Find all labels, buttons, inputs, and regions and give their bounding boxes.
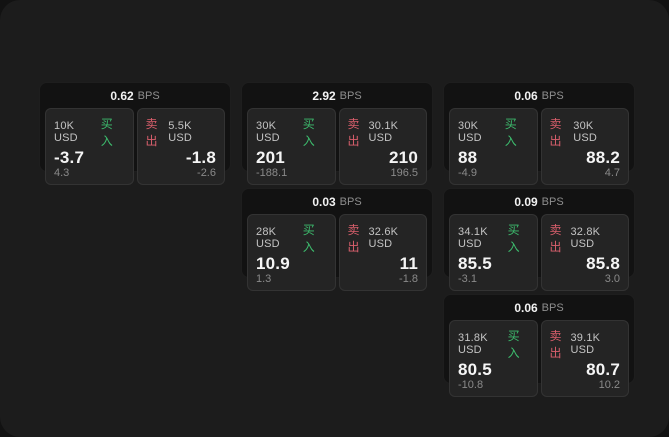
sell-notional: 32.8K USD	[570, 226, 601, 250]
buy-side-label: 买入	[507, 223, 520, 254]
sell-tile[interactable]: 卖出 39.1K USD 80.7 10.2	[540, 320, 629, 397]
buy-side-label: 买入	[302, 117, 315, 148]
buy-notional: 31.8K USD	[458, 332, 488, 356]
spread-header: 0.62 BPS	[40, 83, 230, 108]
sell-notional: 32.6K USD	[368, 226, 399, 250]
sell-side-label: 卖出	[145, 117, 158, 148]
buy-skew: 1.3	[256, 273, 272, 285]
buy-skew: -3.1	[458, 273, 477, 285]
bps-unit-label: BPS	[137, 89, 160, 102]
sell-skew: 196.5	[390, 167, 418, 179]
spread-header: 2.92 BPS	[242, 83, 432, 108]
bps-unit-label: BPS	[339, 89, 362, 102]
buy-price: 10.9	[256, 254, 290, 273]
sell-skew: -1.8	[399, 273, 418, 285]
sell-price: 85.8	[586, 254, 620, 273]
buy-tile[interactable]: 34.1K USD 买入 85.5 -3.1	[449, 214, 538, 291]
bps-unit-label: BPS	[541, 195, 564, 208]
buy-notional: 28K USD	[256, 226, 280, 250]
sell-tile[interactable]: 卖出 30K USD 88.2 4.7	[540, 108, 629, 185]
buy-price: 85.5	[458, 254, 492, 273]
buy-side-label: 买入	[507, 329, 520, 360]
buy-tile[interactable]: 28K USD 买入 10.9 1.3	[247, 214, 336, 291]
quote-card: 0.09 BPS 34.1K USD 买入 85.5 -3.1 卖出 32.8K…	[443, 188, 635, 291]
buy-skew: -188.1	[256, 167, 288, 179]
sell-notional: 39.1K USD	[570, 332, 601, 356]
quote-card: 0.06 BPS 31.8K USD 买入 80.5 -10.8 卖出 39.1…	[443, 294, 635, 397]
bps-unit-label: BPS	[541, 301, 564, 314]
buy-side-label: 买入	[504, 117, 517, 148]
sell-side-label: 卖出	[549, 329, 562, 360]
spread-value: 0.06	[514, 88, 538, 103]
quote-card: 0.03 BPS 28K USD 买入 10.9 1.3 卖出 32.6K US…	[241, 188, 433, 291]
buy-tile[interactable]: 10K USD 买入 -3.7 4.3	[45, 108, 134, 185]
sell-price: -1.8	[185, 148, 216, 167]
bps-unit-label: BPS	[339, 195, 362, 208]
sell-side-label: 卖出	[549, 223, 562, 254]
buy-tile[interactable]: 30K USD 买入 88 -4.9	[449, 108, 538, 185]
quote-card: 0.62 BPS 10K USD 买入 -3.7 4.3 卖出 5.5K USD…	[39, 82, 231, 185]
sell-price: 80.7	[586, 360, 620, 379]
sell-side-label: 卖出	[549, 117, 562, 148]
spread-header: 0.06 BPS	[444, 295, 634, 320]
spread-value: 0.09	[514, 194, 538, 209]
spread-header: 0.09 BPS	[444, 189, 634, 214]
sell-notional: 30K USD	[573, 120, 598, 144]
sell-notional: 5.5K USD	[168, 120, 193, 144]
sell-tile[interactable]: 卖出 32.6K USD 11 -1.8	[338, 214, 427, 291]
spread-value: 0.03	[312, 194, 336, 209]
buy-price: 88	[458, 148, 478, 167]
buy-notional: 10K USD	[54, 120, 78, 144]
sell-skew: 3.0	[604, 273, 620, 285]
buy-notional: 30K USD	[256, 120, 280, 144]
buy-price: 201	[256, 148, 285, 167]
buy-skew: -4.9	[458, 167, 477, 179]
spread-value: 2.92	[312, 88, 336, 103]
spread-header: 0.06 BPS	[444, 83, 634, 108]
bps-unit-label: BPS	[541, 89, 564, 102]
sell-skew: 4.7	[604, 167, 620, 179]
buy-price: 80.5	[458, 360, 492, 379]
sell-tile[interactable]: 卖出 32.8K USD 85.8 3.0	[540, 214, 629, 291]
spread-value: 0.62	[110, 88, 134, 103]
spread-value: 0.06	[514, 300, 538, 315]
quote-card: 0.06 BPS 30K USD 买入 88 -4.9 卖出 30K USD 8…	[443, 82, 635, 185]
buy-tile[interactable]: 30K USD 买入 201 -188.1	[247, 108, 336, 185]
sell-price: 210	[389, 148, 418, 167]
sell-tile[interactable]: 卖出 30.1K USD 210 196.5	[338, 108, 427, 185]
sell-side-label: 卖出	[347, 223, 360, 254]
buy-notional: 30K USD	[458, 120, 482, 144]
buy-side-label: 买入	[100, 117, 113, 148]
quote-card: 2.92 BPS 30K USD 买入 201 -188.1 卖出 30.1K …	[241, 82, 433, 185]
sell-price: 11	[399, 254, 418, 273]
sell-tile[interactable]: 卖出 5.5K USD -1.8 -2.6	[136, 108, 225, 185]
sell-skew: -2.6	[197, 167, 216, 179]
buy-skew: -10.8	[458, 379, 484, 391]
buy-tile[interactable]: 31.8K USD 买入 80.5 -10.8	[449, 320, 538, 397]
sell-price: 88.2	[586, 148, 620, 167]
sell-skew: 10.2	[598, 379, 620, 391]
spread-header: 0.03 BPS	[242, 189, 432, 214]
buy-side-label: 买入	[302, 223, 315, 254]
buy-price: -3.7	[54, 148, 85, 167]
buy-notional: 34.1K USD	[458, 226, 488, 250]
sell-side-label: 卖出	[347, 117, 360, 148]
sell-notional: 30.1K USD	[368, 120, 399, 144]
buy-skew: 4.3	[54, 167, 70, 179]
